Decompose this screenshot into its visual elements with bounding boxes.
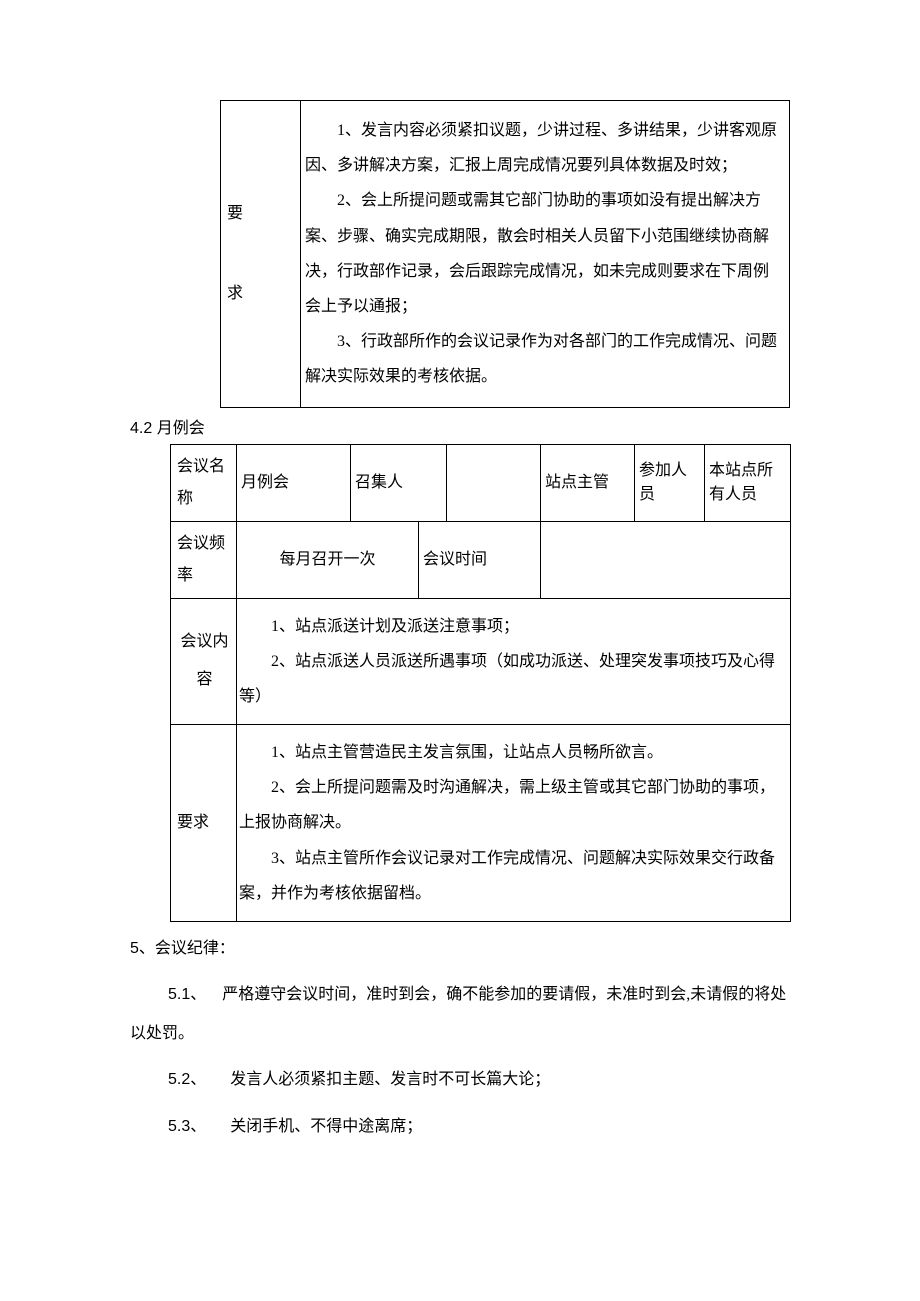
t2-r1-c2: 月例会 — [237, 444, 351, 521]
t2-r1-c1: 会议名称 — [171, 444, 237, 521]
s5-i2-num: 5.2、 — [168, 1071, 198, 1088]
section-5-heading: 5、会议纪律： — [130, 930, 790, 968]
table2-row-1: 会议名称 月例会 召集人 站点主管 参加人员 本站点所有人员 — [171, 444, 791, 521]
t2-r2-c3: 会议时间 — [419, 521, 541, 598]
table2-row-2: 会议频率 每月召开一次 会议时间 — [171, 521, 791, 598]
t2-r4-content: 1、站点主管营造民主发言氛围，让站点人员畅所欲言。 2、会上所提问题需及时沟通解… — [237, 725, 791, 922]
table2-row-4: 要求 1、站点主管营造民主发言氛围，让站点人员畅所欲言。 2、会上所提问题需及时… — [171, 725, 791, 922]
t2-r2-c2: 每月召开一次 — [237, 521, 419, 598]
section-5-item-3: 5.3、 关闭手机、不得中途离席； — [130, 1108, 790, 1146]
s5-num: 5、 — [130, 940, 155, 957]
section-4-2-heading: 4.2 月例会 — [130, 414, 790, 438]
section-4-2-num: 4.2 — [130, 420, 157, 437]
section-5-item-2: 5.2、 发言人必须紧扣主题、发言时不可长篇大论； — [130, 1061, 790, 1099]
t2-r1-c3: 召集人 — [351, 444, 447, 521]
table1-label-top: 要 — [227, 174, 298, 254]
section-4-2-label: 月例会 — [157, 420, 205, 437]
section-5-item-1: 5.1、 严格遵守会议时间，准时到会，确不能参加的要请假，未准时到会,未请假的将… — [130, 976, 790, 1053]
table2-row-3: 会议内容 1、站点派送计划及派送注意事项； 2、站点派送人员派送所遇事项（如成功… — [171, 598, 791, 725]
s5-i3-num: 5.3、 — [168, 1118, 198, 1135]
t2-r2-c1: 会议频率 — [171, 521, 237, 598]
t2-r1-c6: 参加人员 — [635, 444, 705, 521]
s5-i2-text: 发言人必须紧扣主题、发言时不可长篇大论； — [230, 1071, 550, 1088]
t2-r4-label: 要求 — [171, 725, 237, 922]
s5-heading-text: 会议纪律： — [155, 940, 235, 957]
table1-row-label: 要 求 — [221, 101, 301, 408]
t2-r1-c4 — [447, 444, 541, 521]
s5-i1-num: 5.1、 — [130, 976, 206, 1014]
t2-r2-c4 — [541, 521, 791, 598]
monthly-meeting-table: 会议名称 月例会 召集人 站点主管 参加人员 本站点所有人员 会议频率 每月召开… — [170, 444, 791, 923]
t2-r3-content: 1、站点派送计划及派送注意事项； 2、站点派送人员派送所遇事项（如成功派送、处理… — [237, 598, 791, 725]
t2-r1-c5: 站点主管 — [541, 444, 635, 521]
table1-content-cell: 1、发言内容必须紧扣议题，少讲过程、多讲结果，少讲客观原因、多讲解决方案，汇报上… — [301, 101, 790, 408]
table1-label-bottom: 求 — [227, 254, 298, 334]
requirements-table-1: 要 求 1、发言内容必须紧扣议题，少讲过程、多讲结果，少讲客观原因、多讲解决方案… — [220, 100, 790, 408]
document-page: 要 求 1、发言内容必须紧扣议题，少讲过程、多讲结果，少讲客观原因、多讲解决方案… — [130, 100, 790, 1146]
s5-i3-text: 关闭手机、不得中途离席； — [230, 1118, 422, 1135]
t2-r1-c7: 本站点所有人员 — [705, 444, 791, 521]
t2-r3-label: 会议内容 — [171, 598, 237, 725]
s5-i1-text: 严格遵守会议时间，准时到会，确不能参加的要请假，未准时到会,未请假的将处以处罚。 — [130, 986, 786, 1041]
